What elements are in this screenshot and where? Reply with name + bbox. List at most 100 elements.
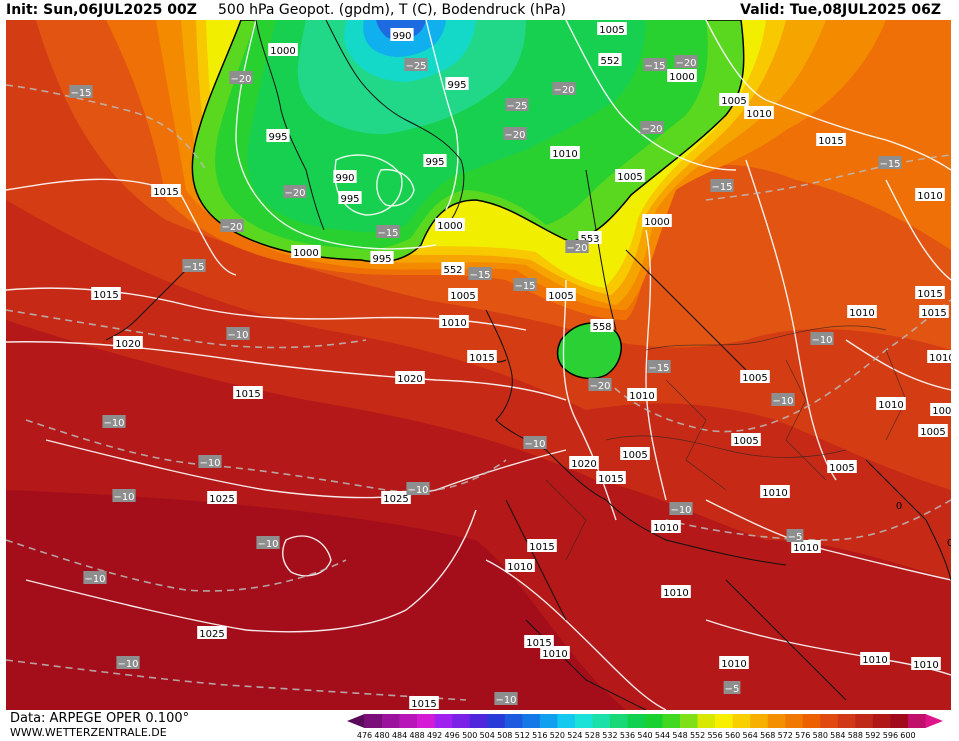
- temperature-label-box: [643, 58, 667, 71]
- temperature-label: −15: [878, 156, 902, 170]
- pressure-label-text: 1005: [721, 96, 746, 107]
- colorbar-swatch: [890, 714, 909, 728]
- pressure-label-text: 1005: [920, 427, 945, 438]
- pressure-label: 1010: [760, 485, 790, 499]
- pressure-label-box: [266, 129, 290, 142]
- temperature-label: −10: [810, 332, 834, 346]
- colorbar-tick-label: 528: [585, 731, 600, 740]
- pressure-label-text: 1015: [598, 474, 623, 485]
- pressure-label: 1020: [395, 371, 425, 385]
- pressure-label-text: 1015: [917, 289, 942, 300]
- pressure-label-box: [915, 286, 945, 299]
- temperature-label-text: −10: [257, 539, 278, 550]
- colorbar-swatch: [434, 714, 453, 728]
- pressure-label-box: [207, 491, 237, 504]
- pressure-label-text: 1015: [921, 308, 946, 319]
- temperature-label-box: [674, 55, 698, 68]
- colorbar-swatch: [469, 714, 488, 728]
- colorbar-tick-label: 524: [567, 731, 582, 740]
- colorbar-swatch: [522, 714, 541, 728]
- borders: [545, 325, 907, 561]
- pressure-label: 1010: [847, 305, 877, 319]
- temperature-label-box: [523, 436, 547, 449]
- pressure-label-text: 553: [580, 234, 599, 245]
- temperature-label: −20: [640, 121, 664, 135]
- pressure-label-box: [268, 43, 298, 56]
- pressure-label-box: [333, 170, 357, 183]
- pressure-label: 1015: [151, 184, 181, 198]
- pressure-label-text: 990: [392, 31, 411, 42]
- pressure-label-box: [439, 315, 469, 328]
- temperature-label-text: −20: [589, 381, 610, 392]
- temperature-label-text: −10: [524, 439, 545, 450]
- colorbar-tick-label: 548: [672, 731, 687, 740]
- pressure-label-text: 1005: [548, 291, 573, 302]
- pressure-label-text: 1005: [599, 25, 624, 36]
- temperature-label-text: −25: [506, 101, 527, 112]
- temperature-label-text: −20: [553, 85, 574, 96]
- pressure-label-box: [370, 251, 394, 264]
- pressure-label-box: [550, 146, 580, 159]
- pressure-label: 1025: [207, 491, 237, 505]
- colorbar-tick-label: 564: [743, 731, 758, 740]
- pressure-label: 1010: [661, 585, 691, 599]
- pressure-label-text: 1010: [878, 400, 903, 411]
- temperature-label-text: −5: [725, 684, 740, 695]
- temperature-label-text: −20: [504, 130, 525, 141]
- pressure-label: 1005: [719, 93, 749, 107]
- pressure-label-text: 990: [335, 173, 354, 184]
- pressure-label-text: 1020: [571, 459, 596, 470]
- temperature-label-text: −20: [230, 74, 251, 85]
- colorbar-tick-label: 552: [690, 731, 705, 740]
- colorbar-tick-label: 560: [725, 731, 740, 740]
- temperature-label: −15: [643, 58, 667, 72]
- temperature-label: −5: [786, 529, 804, 543]
- pressure-label-text: 1010: [929, 353, 951, 364]
- temperature-label: −10: [116, 656, 140, 670]
- pressure-label-text: 1010: [441, 318, 466, 329]
- pressure-label-text: 1005: [829, 463, 854, 474]
- colorbar-tick-label: 476: [357, 731, 372, 740]
- colorbar-swatch: [855, 714, 874, 728]
- pressure-label: 1015: [816, 133, 846, 147]
- pressure-label-box: [590, 319, 614, 332]
- pressure-label: 1010: [915, 188, 945, 202]
- temperature-label-box: [198, 455, 222, 468]
- data-source: Data: ARPEGE OPER 0.100°: [10, 711, 190, 726]
- temperature-label-box: [112, 489, 136, 502]
- pressure-label-text: 1015: [818, 136, 843, 147]
- pressure-label-box: [569, 456, 599, 469]
- temperature-label: −15: [376, 225, 400, 239]
- pressure-label-box: [661, 585, 691, 598]
- temperature-label-text: −20: [675, 58, 696, 69]
- pressure-label-text: 995: [447, 80, 466, 91]
- pressure-label-text: 1010: [849, 308, 874, 319]
- pressure-label-text: 995: [372, 254, 391, 265]
- chart-header: Init: Sun,06JUL2025 00Z 500 hPa Geopot. …: [0, 0, 959, 20]
- temperature-label-text: −10: [84, 574, 105, 585]
- pressure-label: 1015: [524, 635, 554, 649]
- temperature-label-box: [182, 259, 206, 272]
- temperature-label: −15: [513, 278, 537, 292]
- pressure-label-box: [423, 154, 447, 167]
- pressure-label: 1010: [911, 657, 941, 671]
- temperature-label-text: −10: [811, 335, 832, 346]
- pressure-label: 1010: [719, 656, 749, 670]
- pressure-label-text: 1010: [746, 109, 771, 120]
- temperature-label-text: −10: [772, 396, 793, 407]
- pressure-label: 1015: [91, 287, 121, 301]
- pressure-label-box: [540, 646, 570, 659]
- pressure-label-text: 1010: [542, 649, 567, 660]
- temperature-label-box: [640, 121, 664, 134]
- temperature-label-box: [588, 378, 612, 391]
- temperature-label-text: −15: [648, 363, 669, 374]
- pressure-label-text: 1010: [663, 588, 688, 599]
- pressure-label-box: [113, 336, 143, 349]
- temperature-label-box: [116, 656, 140, 669]
- colorbar-tick-label: 512: [515, 731, 530, 740]
- pressure-label-text: 1010: [721, 659, 746, 670]
- pressure-label-box: [597, 22, 627, 35]
- temperature-label-box: [786, 529, 804, 542]
- pressure-label-text: 1015: [411, 699, 436, 710]
- colorbar-swatch: [785, 714, 804, 728]
